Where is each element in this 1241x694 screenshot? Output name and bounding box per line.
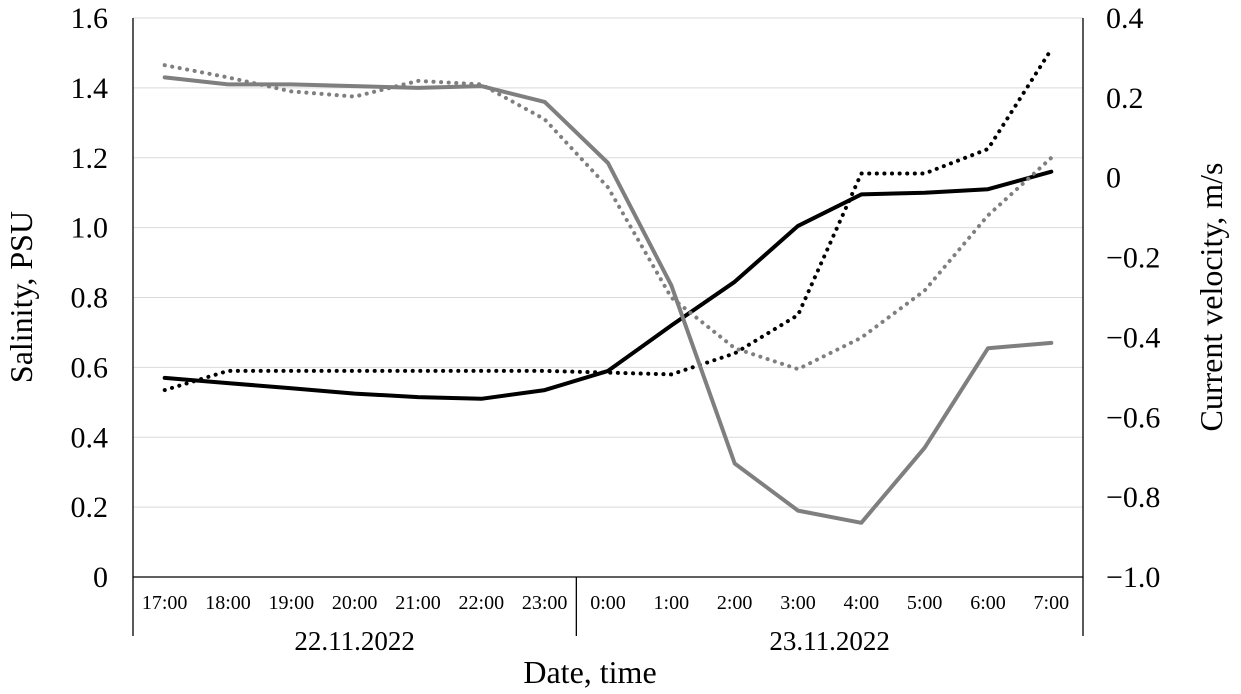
x-tick-label: 2:00 xyxy=(717,592,753,614)
y-right-tick-label: −1.0 xyxy=(1106,561,1160,594)
y-left-tick-label: 1.0 xyxy=(71,212,109,245)
y-left-tick-label: 1.6 xyxy=(71,2,109,35)
series-lines xyxy=(162,47,1054,525)
x-tick-label: 20:00 xyxy=(332,592,378,614)
x-tick-label: 7:00 xyxy=(1034,592,1070,614)
x-tick-label: 18:00 xyxy=(205,592,251,614)
x-tick-label: 6:00 xyxy=(970,592,1006,614)
y-left-tick-label: 0 xyxy=(93,561,108,594)
y-left-tick-label: 0.4 xyxy=(71,421,109,454)
x-tick-label: 1:00 xyxy=(654,592,690,614)
y-right-tick-label: −0.2 xyxy=(1106,242,1160,275)
x-tick-label: 0:00 xyxy=(590,592,626,614)
x-tick-label: 19:00 xyxy=(269,592,315,614)
y-left-tick-label: 1.2 xyxy=(71,142,109,175)
date-group-label: 22.11.2022 xyxy=(294,626,415,656)
y-axis-right-title: Current velocity, m/s xyxy=(1193,163,1229,432)
y-left-tick-label: 1.4 xyxy=(71,72,109,105)
x-tick-label: 4:00 xyxy=(844,592,880,614)
y-right-tick-label: −0.4 xyxy=(1106,321,1160,354)
x-tick-label: 5:00 xyxy=(907,592,943,614)
y-left-tick-label: 0.6 xyxy=(71,351,109,384)
date-group-label: 23.11.2022 xyxy=(769,626,890,656)
y-left-tick-label: 0.8 xyxy=(71,282,109,315)
series-line-4 xyxy=(162,63,1054,372)
series-line-1 xyxy=(162,169,1054,401)
series-line-3 xyxy=(162,75,1054,525)
grid xyxy=(133,17,1083,508)
y-right-tick-label: −0.6 xyxy=(1106,401,1160,434)
y-right-tick-label: 0.4 xyxy=(1106,2,1144,35)
y-left-tick-label: 0.2 xyxy=(71,491,109,524)
x-tick-label: 17:00 xyxy=(142,592,188,614)
x-tick-label: 21:00 xyxy=(395,592,441,614)
tick-labels: 0 0.2 0.4 0.6 0.8 1.0 1.2 1.4 1.6 −1.0 −0.8 −0.6 −0.… xyxy=(71,2,1161,656)
x-tick-label: 22:00 xyxy=(459,592,505,614)
y-right-tick-label: 0 xyxy=(1106,162,1121,195)
x-tick-label: 23:00 xyxy=(522,592,568,614)
y-right-tick-label: 0.2 xyxy=(1106,82,1144,115)
series-line-2 xyxy=(162,47,1054,393)
x-axis-title: Date, time xyxy=(523,654,656,690)
axes xyxy=(132,18,1084,636)
y-right-tick-label: −0.8 xyxy=(1106,481,1160,514)
y-axis-left-title: Salinity, PSU xyxy=(3,211,39,383)
x-tick-label: 3:00 xyxy=(780,592,816,614)
